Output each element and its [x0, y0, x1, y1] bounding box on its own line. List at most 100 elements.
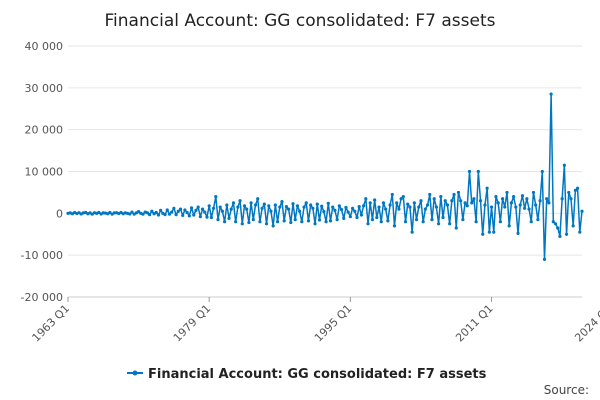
data-point[interactable]: [178, 207, 183, 211]
data-point[interactable]: [448, 222, 452, 226]
data-point[interactable]: [562, 163, 566, 167]
data-point[interactable]: [472, 197, 476, 201]
data-point[interactable]: [163, 212, 167, 217]
data-point[interactable]: [289, 220, 293, 225]
data-point[interactable]: [461, 218, 465, 222]
data-point[interactable]: [567, 190, 571, 195]
data-point[interactable]: [377, 205, 381, 209]
data-point[interactable]: [183, 208, 187, 212]
data-point[interactable]: [419, 199, 423, 203]
data-point[interactable]: [481, 232, 485, 236]
data-point[interactable]: [450, 199, 454, 203]
data-point[interactable]: [172, 206, 176, 210]
data-point[interactable]: [474, 220, 478, 224]
data-point[interactable]: [273, 203, 277, 207]
data-point[interactable]: [381, 201, 386, 205]
data-point[interactable]: [560, 197, 564, 201]
data-point[interactable]: [156, 213, 161, 217]
data-point[interactable]: [421, 220, 425, 224]
data-point[interactable]: [538, 199, 542, 203]
data-point[interactable]: [196, 205, 200, 209]
data-point[interactable]: [189, 206, 194, 210]
data-point[interactable]: [337, 204, 341, 208]
data-point[interactable]: [198, 215, 202, 219]
data-point[interactable]: [185, 210, 189, 215]
data-point[interactable]: [494, 195, 498, 199]
data-point[interactable]: [518, 203, 522, 207]
data-point[interactable]: [348, 215, 352, 219]
data-point[interactable]: [278, 205, 282, 209]
data-point[interactable]: [260, 206, 264, 210]
data-point[interactable]: [355, 215, 359, 220]
data-point[interactable]: [384, 207, 388, 211]
data-point[interactable]: [514, 205, 518, 209]
data-point[interactable]: [478, 199, 483, 203]
data-point[interactable]: [487, 230, 491, 234]
data-point[interactable]: [128, 212, 132, 216]
data-point[interactable]: [322, 210, 326, 214]
data-point[interactable]: [445, 203, 450, 207]
data-point[interactable]: [209, 215, 213, 220]
data-point[interactable]: [516, 231, 520, 236]
data-point[interactable]: [326, 201, 330, 205]
data-point[interactable]: [335, 218, 339, 222]
data-point[interactable]: [344, 205, 348, 210]
data-point[interactable]: [496, 201, 500, 205]
data-point[interactable]: [498, 220, 502, 224]
data-point[interactable]: [406, 202, 410, 206]
data-point[interactable]: [176, 209, 180, 213]
data-point[interactable]: [200, 207, 205, 211]
data-point[interactable]: [410, 230, 414, 234]
data-point[interactable]: [536, 218, 540, 222]
data-point[interactable]: [170, 210, 174, 214]
data-point[interactable]: [174, 212, 178, 217]
data-point[interactable]: [251, 218, 255, 222]
data-point[interactable]: [441, 215, 445, 220]
data-point[interactable]: [556, 226, 560, 230]
data-point[interactable]: [432, 197, 436, 201]
data-point[interactable]: [357, 205, 361, 209]
data-point[interactable]: [145, 211, 150, 215]
data-point[interactable]: [578, 230, 582, 234]
data-point[interactable]: [467, 169, 472, 174]
data-point[interactable]: [386, 219, 390, 223]
data-point[interactable]: [227, 216, 231, 220]
data-point[interactable]: [364, 197, 368, 201]
data-point[interactable]: [295, 204, 300, 208]
data-point[interactable]: [403, 220, 408, 224]
data-point[interactable]: [359, 213, 363, 217]
data-point[interactable]: [317, 218, 322, 222]
data-point[interactable]: [328, 219, 333, 223]
data-point[interactable]: [339, 207, 344, 212]
data-point[interactable]: [368, 201, 372, 205]
data-point[interactable]: [324, 220, 328, 224]
data-point[interactable]: [476, 169, 480, 174]
data-point[interactable]: [547, 201, 551, 205]
data-point[interactable]: [523, 206, 527, 210]
data-point[interactable]: [159, 208, 163, 213]
data-point[interactable]: [452, 192, 456, 197]
data-point[interactable]: [489, 205, 494, 209]
data-point[interactable]: [141, 212, 145, 216]
data-point[interactable]: [167, 212, 172, 216]
data-point[interactable]: [542, 257, 547, 261]
data-point[interactable]: [258, 220, 262, 224]
data-point[interactable]: [437, 222, 441, 226]
data-point[interactable]: [425, 203, 430, 207]
data-point[interactable]: [298, 209, 302, 213]
data-point[interactable]: [558, 234, 562, 238]
data-point[interactable]: [256, 197, 260, 201]
data-point[interactable]: [280, 200, 284, 204]
data-point[interactable]: [483, 203, 487, 207]
data-point[interactable]: [136, 210, 141, 214]
data-point[interactable]: [218, 205, 222, 209]
data-point[interactable]: [459, 199, 463, 203]
data-point[interactable]: [309, 203, 313, 207]
data-point[interactable]: [388, 203, 392, 207]
data-point[interactable]: [275, 220, 280, 224]
data-point[interactable]: [505, 190, 509, 195]
data-point[interactable]: [212, 206, 216, 210]
data-point[interactable]: [430, 218, 434, 222]
data-point[interactable]: [229, 207, 233, 211]
data-point[interactable]: [269, 209, 273, 213]
